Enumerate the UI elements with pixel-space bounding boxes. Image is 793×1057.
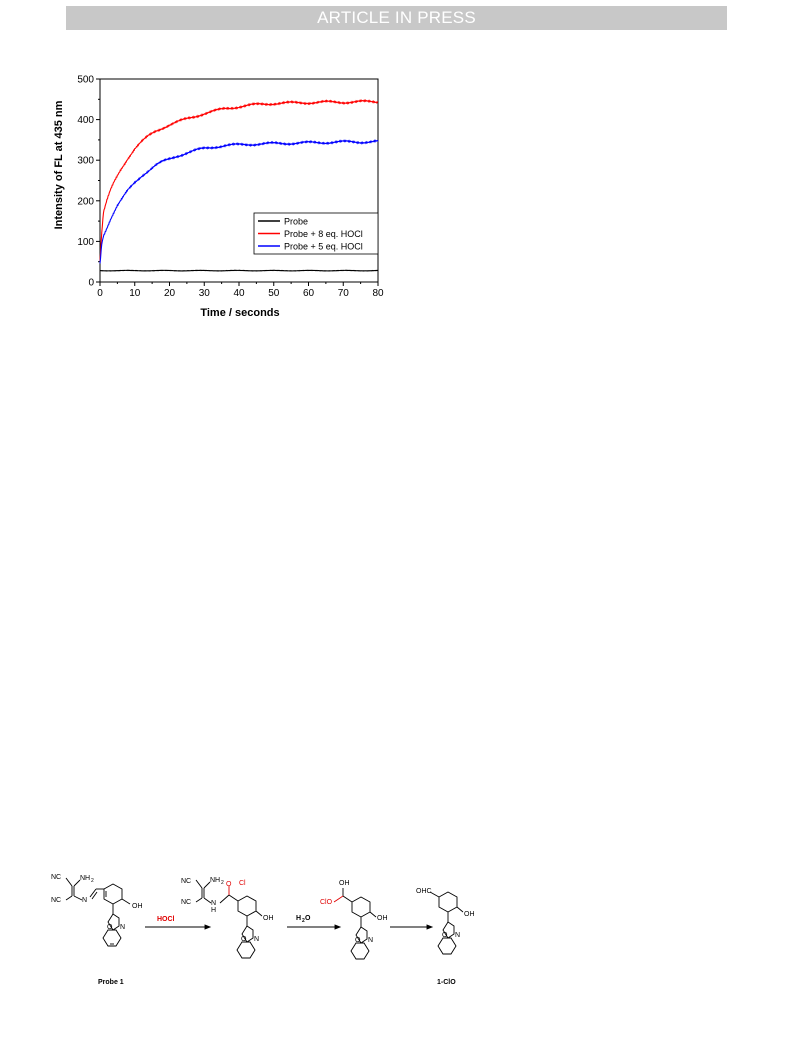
probe1-nh2-sub: 2	[91, 878, 94, 884]
int1-cl: Cl	[239, 880, 246, 887]
probe1-nc-top: NC	[51, 874, 61, 881]
product-o-ring: O	[442, 932, 448, 939]
arrow-3-head	[426, 924, 434, 930]
probe1-nh2: NH	[80, 875, 90, 882]
arrow-1-head	[204, 924, 212, 930]
x-axis-label: Time / seconds	[200, 307, 279, 319]
product-caption: 1-ClO	[437, 979, 456, 986]
x-tick-label: 30	[199, 288, 211, 299]
int1-n: N	[211, 900, 216, 907]
int1-nh2-sub: 2	[221, 880, 224, 886]
product-ohc: OHC	[416, 888, 432, 895]
y-tick-label: 400	[77, 115, 94, 126]
y-tick-label: 100	[77, 237, 94, 248]
y-tick-label: 0	[88, 278, 94, 289]
intermediate1-structure	[195, 879, 263, 959]
series-line-1	[99, 98, 379, 262]
x-tick-label: 0	[97, 288, 103, 299]
probe1-caption: Probe 1	[98, 979, 124, 986]
article-in-press-banner: ARTICLE IN PRESS	[66, 6, 727, 30]
int2-o-ring: O	[355, 937, 361, 944]
probe1-nc-bottom: NC	[51, 897, 61, 904]
arrow-2-reagent-o: O	[305, 915, 311, 922]
x-tick-label: 10	[129, 288, 141, 299]
probe1-n: N	[82, 897, 87, 904]
fluorescence-time-chart: 0 10 20 30 40 50 60 70 80 0 100 200 300 400 500 Time /…	[53, 75, 384, 320]
x-tick-label: 50	[268, 288, 280, 299]
int1-nc-top: NC	[181, 878, 191, 885]
int1-nc-bottom: NC	[181, 899, 191, 906]
legend-label-1: Probe + 8 eq. HOCl	[284, 229, 363, 239]
int2-n-ring: N	[368, 937, 373, 944]
x-tick-label: 80	[372, 288, 384, 299]
chart-legend: Probe Probe + 8 eq. HOCl Probe + 5 eq. HOC…	[253, 212, 379, 255]
chart-series	[99, 98, 379, 272]
product-oh: OH	[464, 911, 475, 918]
int1-o: O	[226, 881, 232, 888]
int1-o-ring: O	[241, 936, 247, 943]
x-tick-label: 40	[233, 288, 245, 299]
probe1-oh: OH	[132, 903, 143, 910]
int2-oh: OH	[377, 915, 388, 922]
int1-oh: OH	[263, 915, 274, 922]
int1-nh2: NH	[210, 877, 220, 884]
int1-n-ring: N	[254, 936, 259, 943]
arrow-2-reagent-sub: 2	[302, 918, 305, 924]
y-tick-label: 500	[77, 75, 94, 86]
product-structure	[429, 891, 464, 955]
legend-label-0: Probe	[284, 217, 308, 227]
int2-oh-top: OH	[339, 880, 350, 887]
arrow-2-reagent: H	[296, 915, 301, 922]
probe1-n-ring: N	[120, 924, 125, 931]
y-tick-label: 200	[77, 196, 94, 207]
y-axis-label: Intensity of FL at 435 nm	[53, 100, 65, 229]
series-line-0	[99, 269, 379, 272]
legend-label-2: Probe + 5 eq. HOCl	[284, 242, 363, 252]
arrow-1-reagent: HOCl	[157, 916, 175, 923]
intermediate2-structure	[333, 888, 377, 960]
arrow-2-head	[334, 924, 342, 930]
product-n-ring: N	[455, 932, 460, 939]
series-line-2	[99, 139, 379, 264]
probe1-o: O	[107, 924, 113, 931]
x-tick-label: 20	[164, 288, 176, 299]
int1-h: H	[211, 907, 216, 914]
x-tick-label: 70	[338, 288, 350, 299]
y-tick-label: 300	[77, 156, 94, 167]
x-tick-label: 60	[303, 288, 315, 299]
chart-axes: 0 10 20 30 40 50 60 70 80 0 100 200 300 400 500	[77, 75, 384, 300]
int2-clo: ClO	[320, 899, 333, 906]
probe1-structure	[65, 877, 131, 947]
